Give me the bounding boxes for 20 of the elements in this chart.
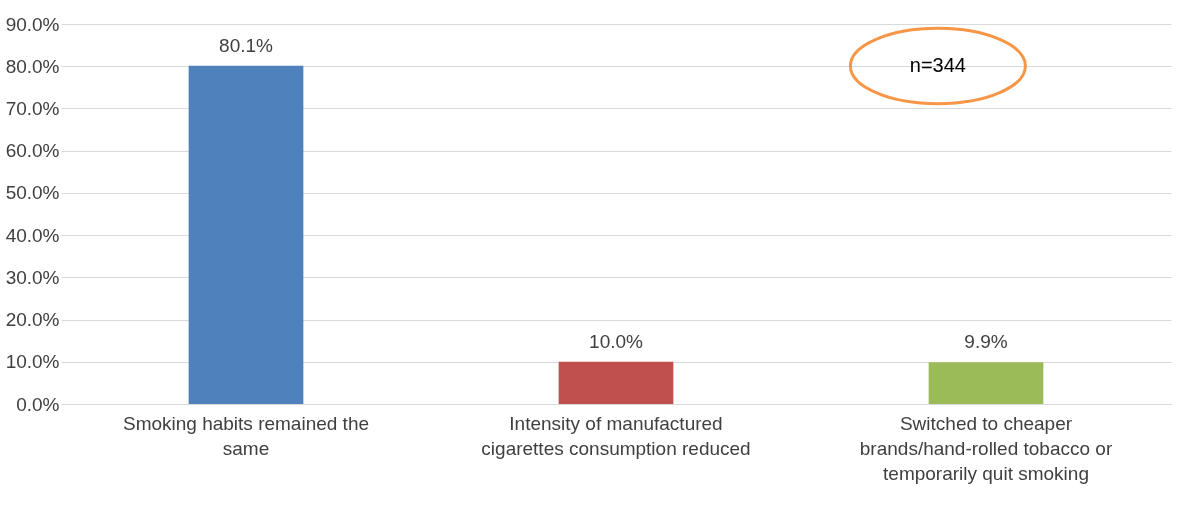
y-tick-label: 10.0% [5,351,60,373]
bar [188,65,304,404]
bar [558,361,674,404]
bar [928,362,1044,404]
data-label: 10.0% [589,330,644,352]
y-tick-label: 20.0% [5,309,60,331]
y-tick-label: 40.0% [5,224,60,246]
y-tick-label: 0.0% [16,393,60,415]
x-tick-label: Smoking habits remained the same [122,412,370,459]
y-tick-label: 70.0% [5,97,60,119]
y-tick-label: 50.0% [5,182,60,204]
x-tick-label: Intensity of manufactured cigarettes consumption reduced [481,412,751,459]
y-tick-label: 80.0% [5,55,60,77]
annotation: n=344 [909,54,966,76]
y-tick-label: 30.0% [5,266,60,288]
x-tick-label: Switched to cheaper brands/hand-rolled tobacco or temporarily quit smoking [859,412,1113,484]
y-tick-label: 90.0% [5,13,60,35]
data-label: 80.1% [219,34,274,56]
y-tick-label: 60.0% [5,140,60,162]
data-label: 9.9% [964,331,1008,353]
